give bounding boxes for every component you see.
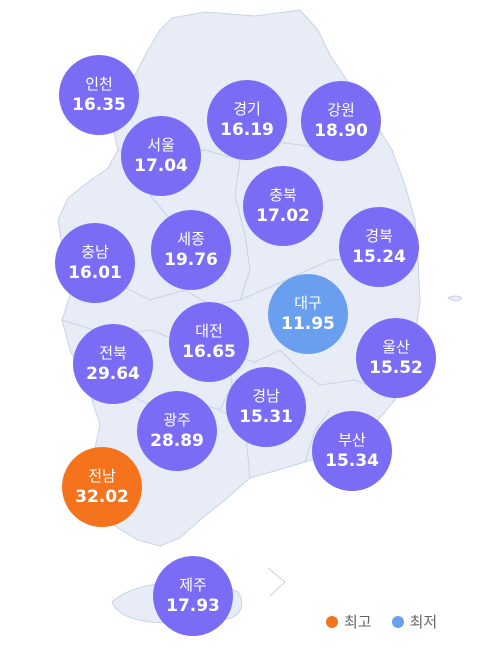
region-value: 32.02 xyxy=(75,486,129,507)
legend-highest-label: 최고 xyxy=(344,613,372,631)
region-gwangju[interactable]: 광주 28.89 xyxy=(137,391,217,471)
region-chungnam[interactable]: 충남 16.01 xyxy=(55,223,135,303)
region-name: 광주 xyxy=(163,410,191,429)
legend: 최고 최저 xyxy=(326,611,457,632)
region-value: 16.01 xyxy=(68,262,122,283)
region-value: 15.52 xyxy=(369,357,423,378)
region-name: 부산 xyxy=(338,430,366,449)
region-daegu[interactable]: 대구 11.95 xyxy=(268,274,348,354)
region-daejeon[interactable]: 대전 16.65 xyxy=(169,302,249,382)
region-name: 경남 xyxy=(252,386,280,405)
region-name: 전남 xyxy=(88,466,116,485)
region-chungbuk[interactable]: 충북 17.02 xyxy=(243,166,323,246)
legend-highest[interactable]: 최고 xyxy=(326,611,372,632)
region-jeonbuk[interactable]: 전북 29.64 xyxy=(73,324,153,404)
region-name: 대전 xyxy=(195,321,223,340)
region-value: 15.24 xyxy=(352,246,406,267)
ulleungdo-island xyxy=(446,295,463,302)
region-value: 19.76 xyxy=(164,249,218,270)
region-name: 전북 xyxy=(99,343,127,362)
region-value: 18.90 xyxy=(314,120,368,141)
region-jeju[interactable]: 제주 17.93 xyxy=(153,556,233,636)
region-ulsan[interactable]: 울산 15.52 xyxy=(356,318,436,398)
region-busan[interactable]: 부산 15.34 xyxy=(312,411,392,491)
region-name: 제주 xyxy=(179,575,207,594)
legend-lowest-label: 최저 xyxy=(409,613,438,631)
region-value: 16.19 xyxy=(220,119,274,140)
region-name: 서울 xyxy=(147,135,175,154)
region-incheon[interactable]: 인천 16.35 xyxy=(59,55,139,135)
region-value: 16.65 xyxy=(182,341,236,362)
region-gyeongnam[interactable]: 경남 15.31 xyxy=(226,367,306,447)
region-value: 17.02 xyxy=(256,205,310,226)
region-value: 29.64 xyxy=(86,363,140,384)
region-name: 울산 xyxy=(382,337,410,356)
region-value: 11.95 xyxy=(281,313,335,334)
region-gangwon[interactable]: 강원 18.90 xyxy=(301,81,381,161)
island-outline xyxy=(267,567,286,597)
region-value: 15.31 xyxy=(239,406,293,427)
highest-dot-icon xyxy=(326,615,338,628)
region-value: 17.04 xyxy=(134,155,188,176)
region-gyeongbuk[interactable]: 경북 15.24 xyxy=(339,207,419,287)
lowest-dot-icon xyxy=(391,615,404,628)
region-value: 28.89 xyxy=(150,430,204,451)
region-name: 강원 xyxy=(327,100,355,119)
region-value: 15.34 xyxy=(325,450,379,471)
legend-lowest[interactable]: 최저 xyxy=(391,611,438,632)
region-seoul[interactable]: 서울 17.04 xyxy=(121,116,201,196)
region-name: 인천 xyxy=(85,74,113,93)
region-value: 17.93 xyxy=(166,595,220,616)
region-value: 16.35 xyxy=(72,94,126,115)
region-name: 대구 xyxy=(294,293,322,312)
region-name: 경북 xyxy=(365,226,393,245)
region-name: 경기 xyxy=(233,99,261,118)
region-jeonnam[interactable]: 전남 32.02 xyxy=(62,447,142,527)
region-name: 세종 xyxy=(177,229,205,248)
region-gyeonggi[interactable]: 경기 16.19 xyxy=(207,80,287,160)
region-name: 충남 xyxy=(81,242,109,261)
region-name: 충북 xyxy=(269,185,297,204)
region-sejong[interactable]: 세종 19.76 xyxy=(151,210,231,290)
